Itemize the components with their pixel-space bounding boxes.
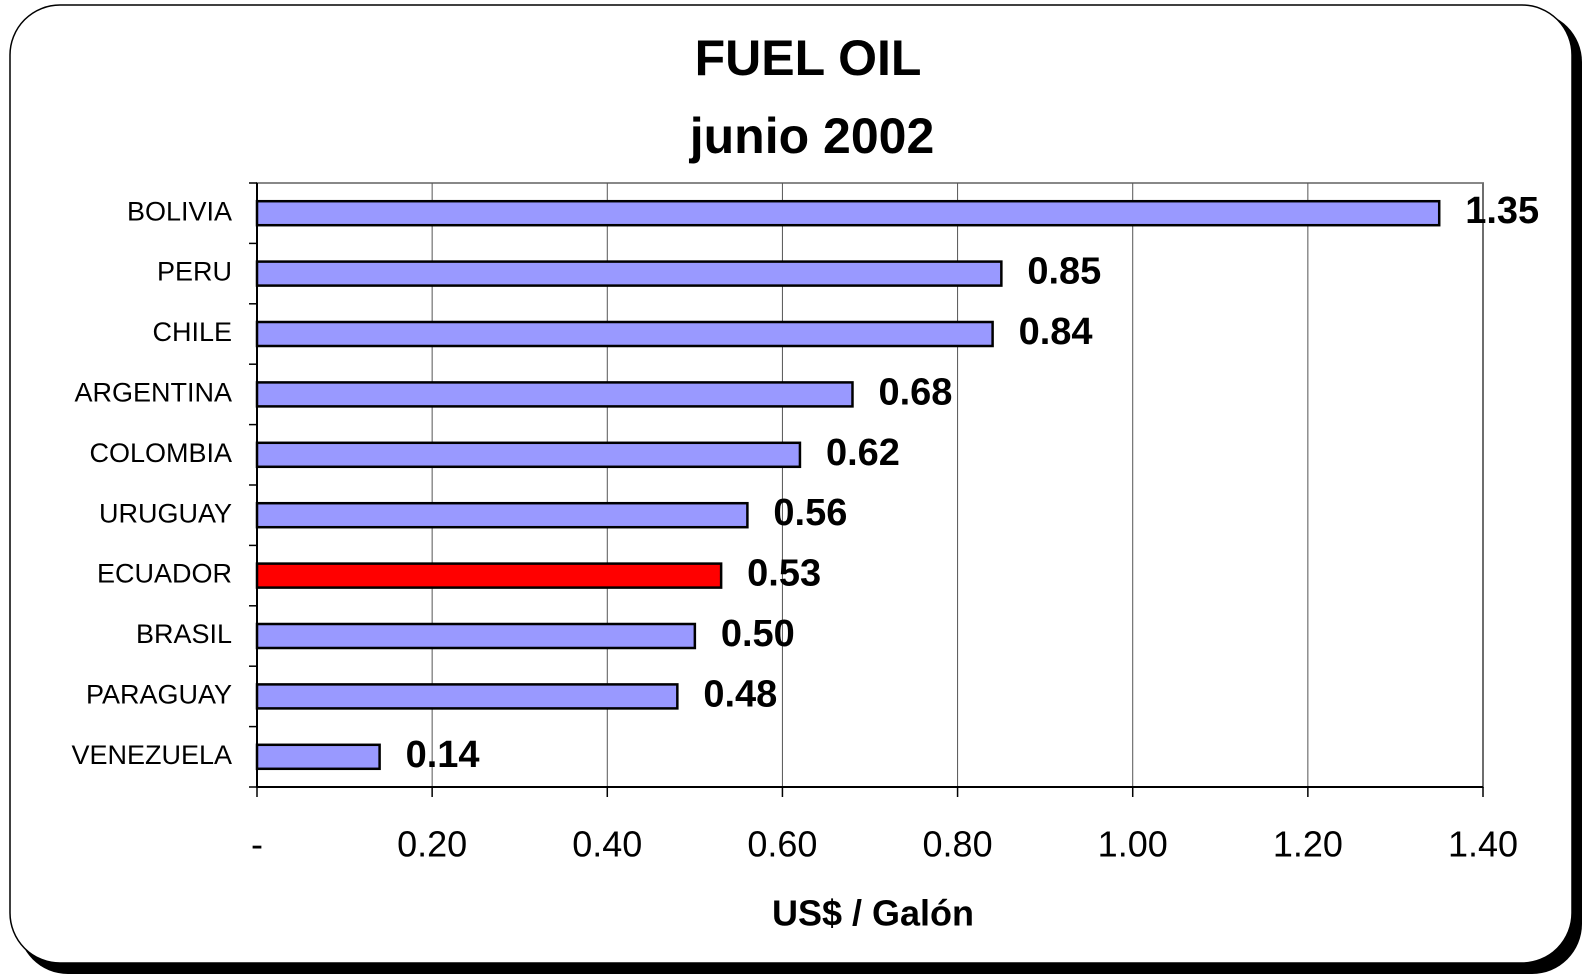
value-label: 0.53 — [747, 553, 821, 595]
value-label: 0.62 — [826, 432, 900, 474]
value-label: 0.14 — [406, 734, 480, 776]
bar — [255, 622, 697, 650]
value-label: 0.48 — [703, 673, 777, 715]
bar — [255, 260, 1003, 287]
x-tick-label: 0.20 — [397, 824, 467, 865]
bar — [255, 683, 679, 710]
bar — [255, 562, 723, 589]
x-tick-label: 0.60 — [747, 824, 817, 865]
chart-title: FUEL OIL — [695, 30, 922, 86]
value-label: 0.50 — [721, 613, 795, 655]
value-label: 0.84 — [1019, 311, 1093, 353]
x-tick-label: 0.80 — [923, 824, 993, 865]
bar — [255, 743, 381, 771]
chart-subtitle: junio 2002 — [689, 108, 935, 164]
value-label: 0.85 — [1027, 251, 1101, 293]
y-tick-label: ECUADOR — [97, 559, 232, 589]
x-tick-label: 0.40 — [572, 824, 642, 865]
value-label: 0.56 — [773, 492, 847, 534]
bar — [255, 441, 802, 469]
bar — [255, 381, 854, 408]
frame — [9, 4, 1573, 964]
bar — [255, 501, 749, 529]
bar — [255, 320, 994, 348]
y-tick-label: BRASIL — [136, 619, 232, 649]
y-tick-label: VENEZUELA — [71, 740, 232, 770]
y-tick-label: CHILE — [152, 317, 232, 347]
y-tick-label: PARAGUAY — [86, 680, 232, 710]
value-label: 1.35 — [1465, 190, 1539, 232]
x-axis-label: US$ / Galón — [772, 893, 974, 934]
y-tick-label: PERU — [157, 257, 232, 287]
value-label: 0.68 — [878, 371, 952, 413]
x-tick-label: 1.00 — [1098, 824, 1168, 865]
bar — [255, 199, 1441, 227]
y-tick-label: BOLIVIA — [127, 196, 232, 226]
x-tick-label: 1.40 — [1448, 824, 1518, 865]
x-tick-label: - — [251, 824, 263, 865]
y-tick-label: COLOMBIA — [89, 438, 232, 468]
x-tick-label: 1.20 — [1273, 824, 1343, 865]
y-tick-label: ARGENTINA — [74, 378, 232, 408]
y-tick-label: URUGUAY — [99, 498, 232, 528]
